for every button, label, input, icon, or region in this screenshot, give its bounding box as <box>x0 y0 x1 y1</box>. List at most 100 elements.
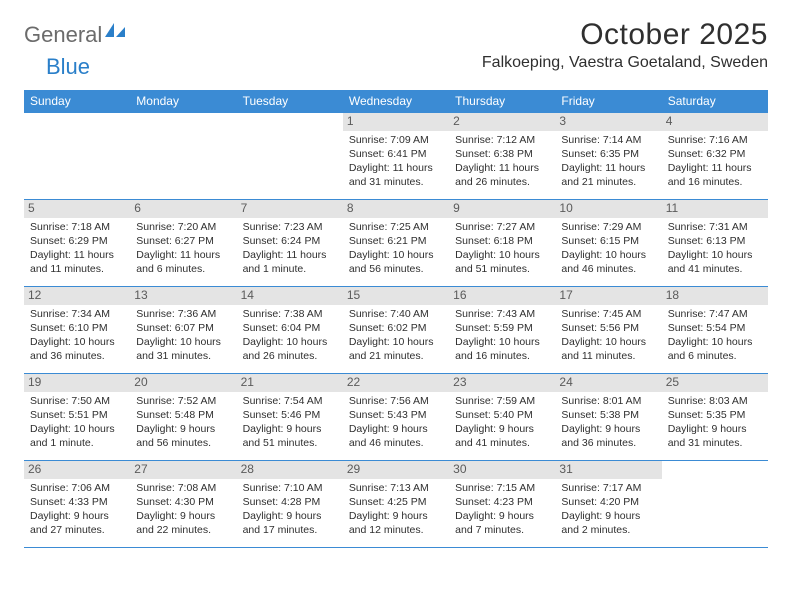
sunrise-text: Sunrise: 8:03 AM <box>668 395 762 408</box>
sunrise-text: Sunrise: 7:20 AM <box>136 221 230 234</box>
day-cell: 18Sunrise: 7:47 AMSunset: 5:54 PMDayligh… <box>662 287 768 373</box>
day-number: 29 <box>343 461 449 479</box>
day-cell: 15Sunrise: 7:40 AMSunset: 6:02 PMDayligh… <box>343 287 449 373</box>
week-row: 1Sunrise: 7:09 AMSunset: 6:41 PMDaylight… <box>24 113 768 200</box>
sunset-text: Sunset: 6:21 PM <box>349 235 443 248</box>
sunset-text: Sunset: 4:20 PM <box>561 496 655 509</box>
sunset-text: Sunset: 6:18 PM <box>455 235 549 248</box>
day-number: 21 <box>237 374 343 392</box>
sunrise-text: Sunrise: 8:01 AM <box>561 395 655 408</box>
day-number: 2 <box>449 113 555 131</box>
day-number: 7 <box>237 200 343 218</box>
daylight-text: Daylight: 10 hours <box>455 336 549 349</box>
sunset-text: Sunset: 4:25 PM <box>349 496 443 509</box>
daylight-text: and 46 minutes. <box>561 263 655 276</box>
brand-logo: General <box>24 22 127 48</box>
day-cell: 10Sunrise: 7:29 AMSunset: 6:15 PMDayligh… <box>555 200 661 286</box>
sunrise-text: Sunrise: 7:43 AM <box>455 308 549 321</box>
sunset-text: Sunset: 6:10 PM <box>30 322 124 335</box>
day-cell: 13Sunrise: 7:36 AMSunset: 6:07 PMDayligh… <box>130 287 236 373</box>
daylight-text: Daylight: 10 hours <box>455 249 549 262</box>
day-number: 22 <box>343 374 449 392</box>
daylight-text: and 26 minutes. <box>243 350 337 363</box>
day-number: 3 <box>555 113 661 131</box>
sunset-text: Sunset: 4:23 PM <box>455 496 549 509</box>
empty-cell <box>130 113 236 199</box>
sunset-text: Sunset: 6:02 PM <box>349 322 443 335</box>
sunrise-text: Sunrise: 7:36 AM <box>136 308 230 321</box>
sunrise-text: Sunrise: 7:14 AM <box>561 134 655 147</box>
day-cell: 3 Sunrise: 7:14 AMSunset: 6:35 PMDaylight… <box>555 113 661 199</box>
brand-sail-icon <box>105 19 127 45</box>
day-cell: 19Sunrise: 7:50 AMSunset: 5:51 PMDayligh… <box>24 374 130 460</box>
title-block: October 2025 Falkoeping, Vaestra Goetala… <box>482 18 768 72</box>
empty-cell <box>237 113 343 199</box>
day-number: 5 <box>24 200 130 218</box>
sunset-text: Sunset: 5:59 PM <box>455 322 549 335</box>
daylight-text: and 41 minutes. <box>668 263 762 276</box>
month-title: October 2025 <box>482 18 768 52</box>
daylight-text: and 1 minute. <box>243 263 337 276</box>
dayhead-thu: Thursday <box>449 90 555 113</box>
daylight-text: Daylight: 10 hours <box>30 423 124 436</box>
sunset-text: Sunset: 5:38 PM <box>561 409 655 422</box>
dayhead-wed: Wednesday <box>343 90 449 113</box>
daylight-text: and 16 minutes. <box>455 350 549 363</box>
day-number: 11 <box>662 200 768 218</box>
daylight-text: and 27 minutes. <box>30 524 124 537</box>
sunset-text: Sunset: 4:33 PM <box>30 496 124 509</box>
day-number: 24 <box>555 374 661 392</box>
calendar: Sunday Monday Tuesday Wednesday Thursday… <box>24 90 768 548</box>
daylight-text: Daylight: 10 hours <box>30 336 124 349</box>
day-number: 28 <box>237 461 343 479</box>
day-number: 23 <box>449 374 555 392</box>
day-cell: 23Sunrise: 7:59 AMSunset: 5:40 PMDayligh… <box>449 374 555 460</box>
daylight-text: Daylight: 10 hours <box>561 336 655 349</box>
daylight-text: and 46 minutes. <box>349 437 443 450</box>
daylight-text: Daylight: 9 hours <box>136 510 230 523</box>
sunset-text: Sunset: 6:13 PM <box>668 235 762 248</box>
sunset-text: Sunset: 6:35 PM <box>561 148 655 161</box>
daylight-text: Daylight: 11 hours <box>30 249 124 262</box>
day-number: 25 <box>662 374 768 392</box>
daylight-text: and 31 minutes. <box>136 350 230 363</box>
daylight-text: and 41 minutes. <box>455 437 549 450</box>
day-number: 17 <box>555 287 661 305</box>
day-cell: 9Sunrise: 7:27 AMSunset: 6:18 PMDaylight… <box>449 200 555 286</box>
day-cell: 28Sunrise: 7:10 AMSunset: 4:28 PMDayligh… <box>237 461 343 547</box>
sunset-text: Sunset: 6:15 PM <box>561 235 655 248</box>
brand-text-blue: Blue <box>46 54 90 80</box>
daylight-text: Daylight: 11 hours <box>349 162 443 175</box>
day-number: 9 <box>449 200 555 218</box>
sunset-text: Sunset: 6:29 PM <box>30 235 124 248</box>
empty-cell <box>24 113 130 199</box>
dayhead-sun: Sunday <box>24 90 130 113</box>
daylight-text: and 16 minutes. <box>668 176 762 189</box>
sunset-text: Sunset: 6:07 PM <box>136 322 230 335</box>
sunrise-text: Sunrise: 7:47 AM <box>668 308 762 321</box>
sunrise-text: Sunrise: 7:50 AM <box>30 395 124 408</box>
daylight-text: Daylight: 11 hours <box>561 162 655 175</box>
day-cell: 31Sunrise: 7:17 AMSunset: 4:20 PMDayligh… <box>555 461 661 547</box>
daylight-text: Daylight: 11 hours <box>668 162 762 175</box>
daylight-text: Daylight: 11 hours <box>455 162 549 175</box>
weeks-container: 1Sunrise: 7:09 AMSunset: 6:41 PMDaylight… <box>24 113 768 548</box>
day-number: 31 <box>555 461 661 479</box>
sunrise-text: Sunrise: 7:15 AM <box>455 482 549 495</box>
daylight-text: Daylight: 9 hours <box>668 423 762 436</box>
day-cell: 30Sunrise: 7:15 AMSunset: 4:23 PMDayligh… <box>449 461 555 547</box>
daylight-text: and 22 minutes. <box>136 524 230 537</box>
daylight-text: Daylight: 9 hours <box>136 423 230 436</box>
daylight-text: and 17 minutes. <box>243 524 337 537</box>
sunrise-text: Sunrise: 7:29 AM <box>561 221 655 234</box>
sunrise-text: Sunrise: 7:13 AM <box>349 482 443 495</box>
daylight-text: Daylight: 11 hours <box>136 249 230 262</box>
daylight-text: Daylight: 9 hours <box>455 423 549 436</box>
day-number: 1 <box>343 113 449 131</box>
day-cell: 1Sunrise: 7:09 AMSunset: 6:41 PMDaylight… <box>343 113 449 199</box>
sunset-text: Sunset: 6:38 PM <box>455 148 549 161</box>
day-cell: 20Sunrise: 7:52 AMSunset: 5:48 PMDayligh… <box>130 374 236 460</box>
day-number: 8 <box>343 200 449 218</box>
daylight-text: Daylight: 10 hours <box>136 336 230 349</box>
sunrise-text: Sunrise: 7:18 AM <box>30 221 124 234</box>
